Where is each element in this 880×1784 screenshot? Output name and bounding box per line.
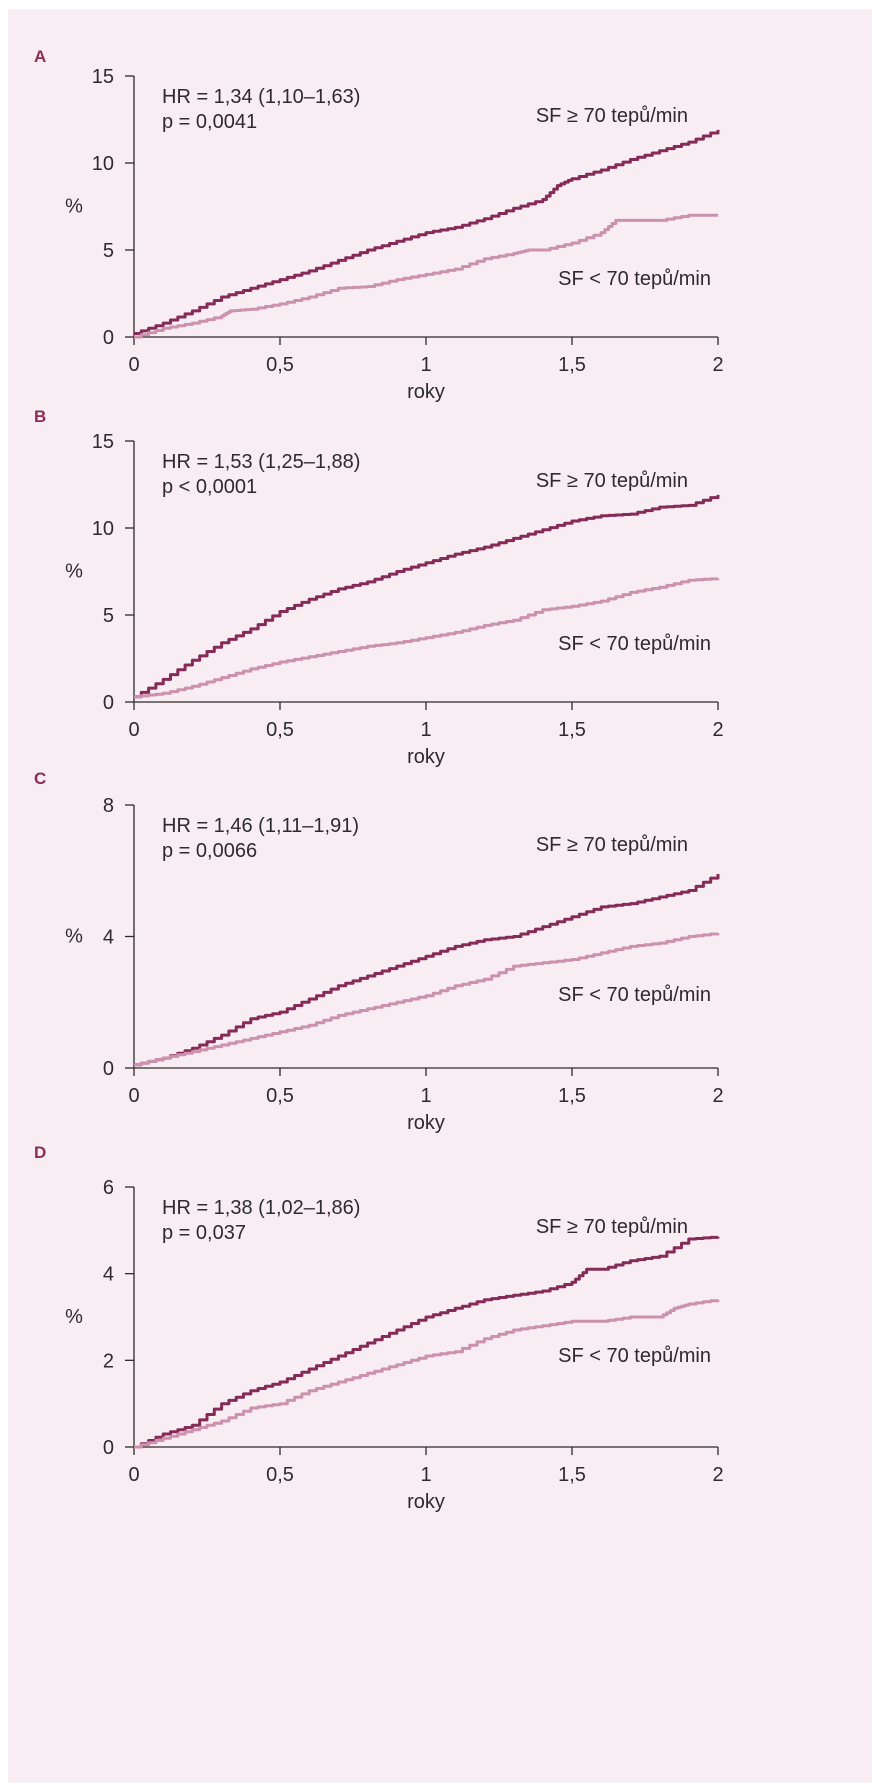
p-value-label: p = 0,0041 (162, 111, 257, 133)
x-tick-label: 0,5 (266, 1085, 294, 1107)
series-line-sf-low (134, 577, 720, 699)
panel-letter: D (34, 1143, 46, 1162)
x-tick-label: 0,5 (266, 1464, 294, 1486)
x-tick-label: 0 (128, 354, 139, 376)
series-label-sf-low: SF < 70 tepů/min (558, 984, 711, 1006)
y-tick-label: 2 (103, 1350, 114, 1372)
y-tick-label: 15 (92, 431, 114, 453)
p-value-label: p < 0,0001 (162, 476, 257, 498)
x-tick-label: 0,5 (266, 354, 294, 376)
series-label-sf-low: SF < 70 tepů/min (558, 633, 711, 655)
x-tick-label: 0 (128, 719, 139, 741)
x-axis-label: roky (407, 1112, 445, 1134)
x-tick-label: 1 (420, 1085, 431, 1107)
series-line-sf-low (134, 1299, 720, 1449)
series-label-sf-high: SF ≥ 70 tepů/min (536, 1216, 688, 1238)
y-tick-label: 10 (92, 518, 114, 540)
hazard-ratio-label: HR = 1,53 (1,25–1,88) (162, 451, 360, 473)
x-tick-label: 2 (712, 354, 723, 376)
series-line-sf-high (134, 129, 720, 335)
x-tick-label: 1 (420, 719, 431, 741)
y-tick-label: 6 (103, 1177, 114, 1199)
y-axis-label: % (65, 196, 83, 218)
series-label-sf-high: SF ≥ 70 tepů/min (536, 470, 688, 492)
x-tick-label: 2 (712, 719, 723, 741)
x-tick-label: 2 (712, 1464, 723, 1486)
series-line-sf-low (134, 932, 720, 1067)
series-label-sf-low: SF < 70 tepů/min (558, 268, 711, 290)
y-axis-label: % (65, 561, 83, 583)
p-value-label: p = 0,0066 (162, 840, 257, 862)
hazard-ratio-label: HR = 1,38 (1,02–1,86) (162, 1197, 360, 1219)
p-value-label: p = 0,037 (162, 1222, 246, 1244)
x-axis-label: roky (407, 381, 445, 403)
x-tick-label: 1,5 (558, 354, 586, 376)
y-tick-label: 5 (103, 240, 114, 262)
series-label-sf-low: SF < 70 tepů/min (558, 1345, 711, 1367)
x-tick-label: 0,5 (266, 719, 294, 741)
x-tick-label: 1 (420, 1464, 431, 1486)
series-label-sf-high: SF ≥ 70 tepů/min (536, 105, 688, 127)
panel-letter: A (34, 47, 46, 66)
x-tick-label: 1,5 (558, 1085, 586, 1107)
y-tick-label: 8 (103, 795, 114, 817)
y-tick-label: 0 (103, 327, 114, 349)
panel-letter: C (34, 769, 46, 788)
x-tick-label: 0 (128, 1085, 139, 1107)
y-axis-label: % (65, 1306, 83, 1328)
figure-panel: A 0 5 10 15 0 0,5 1 1,5 2 roky% HR = 1,34 (1,10–1,6… (8, 9, 872, 1783)
y-tick-label: 4 (103, 927, 114, 949)
series-line-sf-low (134, 213, 718, 339)
y-tick-label: 4 (103, 1264, 114, 1286)
y-tick-label: 0 (103, 1437, 114, 1459)
x-axis-label: roky (407, 1491, 445, 1513)
series-label-sf-high: SF ≥ 70 tepů/min (536, 834, 688, 856)
y-axis-label: % (65, 926, 83, 948)
panel-letter: B (34, 407, 46, 426)
x-tick-label: 1,5 (558, 1464, 586, 1486)
y-tick-label: 0 (103, 692, 114, 714)
x-tick-label: 2 (712, 1085, 723, 1107)
x-tick-label: 1 (420, 354, 431, 376)
series-line-sf-high (134, 494, 720, 699)
series-line-sf-high (134, 1235, 720, 1449)
y-tick-label: 10 (92, 153, 114, 175)
hazard-ratio-label: HR = 1,46 (1,11–1,91) (162, 815, 359, 837)
y-tick-label: 5 (103, 605, 114, 627)
x-tick-label: 1,5 (558, 719, 586, 741)
x-axis-label: roky (407, 746, 445, 768)
y-tick-label: 0 (103, 1058, 114, 1080)
series-line-sf-high (134, 874, 720, 1067)
x-tick-label: 0 (128, 1464, 139, 1486)
hazard-ratio-label: HR = 1,34 (1,10–1,63) (162, 86, 360, 108)
y-tick-label: 15 (92, 66, 114, 88)
